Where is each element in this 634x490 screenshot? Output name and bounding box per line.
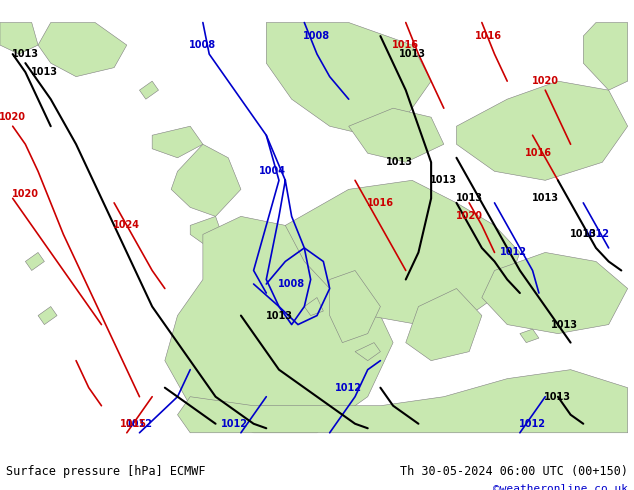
Text: 1013: 1013: [570, 229, 597, 240]
Text: 1020: 1020: [12, 189, 39, 199]
Text: ©weatheronline.co.uk: ©weatheronline.co.uk: [493, 484, 628, 490]
Polygon shape: [190, 217, 222, 244]
Text: Surface pressure [hPa] ECMWF: Surface pressure [hPa] ECMWF: [6, 465, 206, 478]
Text: 1020: 1020: [456, 211, 482, 221]
Text: 1013: 1013: [532, 194, 559, 203]
Text: 1004: 1004: [259, 166, 286, 176]
Text: 1013: 1013: [31, 67, 58, 77]
Text: 1013: 1013: [545, 392, 571, 402]
Polygon shape: [456, 81, 628, 180]
Text: 1013: 1013: [12, 49, 39, 59]
Text: 1013: 1013: [386, 157, 413, 167]
Text: 1013: 1013: [399, 49, 425, 59]
Polygon shape: [304, 297, 323, 316]
Polygon shape: [178, 369, 628, 433]
Text: 1013: 1013: [430, 175, 457, 185]
Polygon shape: [266, 23, 431, 135]
Text: 1016: 1016: [475, 31, 501, 41]
Text: 1012: 1012: [519, 419, 546, 429]
Text: 1016: 1016: [367, 198, 394, 208]
Polygon shape: [25, 252, 44, 270]
Text: 1008: 1008: [278, 279, 305, 289]
Polygon shape: [583, 23, 628, 90]
Text: 1016: 1016: [392, 40, 419, 50]
Text: 1012: 1012: [221, 419, 248, 429]
Polygon shape: [349, 108, 444, 162]
Text: 1013: 1013: [266, 311, 292, 320]
Polygon shape: [171, 144, 241, 217]
Text: 1008: 1008: [304, 31, 330, 41]
Text: 1008: 1008: [190, 40, 216, 50]
Polygon shape: [38, 307, 57, 324]
Polygon shape: [330, 270, 380, 343]
Text: 1020: 1020: [532, 76, 559, 86]
Text: 1012: 1012: [335, 383, 362, 392]
Polygon shape: [355, 343, 380, 361]
Text: Th 30-05-2024 06:00 UTC (00+150): Th 30-05-2024 06:00 UTC (00+150): [399, 465, 628, 478]
Text: 1012: 1012: [500, 247, 527, 257]
Text: 1012: 1012: [126, 419, 153, 429]
Polygon shape: [165, 217, 393, 433]
Text: 1013: 1013: [456, 194, 482, 203]
Text: 1013: 1013: [551, 319, 578, 330]
Polygon shape: [139, 81, 158, 99]
Text: 1016: 1016: [526, 148, 552, 158]
Text: 1020: 1020: [0, 112, 26, 122]
Polygon shape: [38, 23, 127, 76]
Polygon shape: [520, 329, 539, 343]
Polygon shape: [482, 252, 628, 334]
Text: 1012: 1012: [583, 229, 609, 240]
Polygon shape: [152, 126, 203, 158]
Polygon shape: [406, 289, 482, 361]
Polygon shape: [285, 180, 520, 324]
Text: 1015: 1015: [120, 419, 146, 429]
Text: 1024: 1024: [113, 220, 140, 230]
Polygon shape: [0, 23, 38, 54]
